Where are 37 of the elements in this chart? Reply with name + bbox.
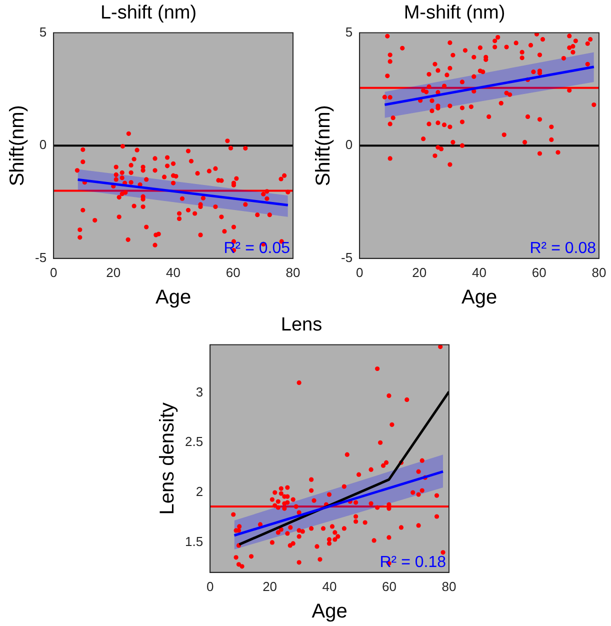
annotation: R² = 0.08: [530, 240, 596, 257]
y-axis-title: Shift(nm): [6, 105, 29, 186]
x-tick-label: 20: [262, 578, 278, 594]
y-tick-label: -5: [340, 250, 353, 265]
x-tick-label: 60: [532, 264, 546, 280]
x-tick-label: 80: [286, 264, 300, 280]
y-tick-label: 0: [345, 137, 353, 152]
x-tick-label: 40: [472, 264, 487, 280]
x-tick-label: 0: [356, 264, 364, 280]
chart-title: M-shift (nm): [404, 2, 506, 24]
x-axis-title: Age: [461, 286, 498, 309]
y-axis-title: Shift(nm): [312, 105, 335, 186]
x-tick-label: 0: [50, 264, 58, 280]
x-tick-label: 60: [226, 264, 240, 280]
annotation: R² = 0.05: [224, 240, 290, 257]
y-tick-label: 5: [39, 24, 47, 40]
chart-title: Lens: [280, 314, 322, 336]
y-tick-label: -5: [34, 250, 47, 265]
annotation: R² = 0.18: [380, 554, 446, 571]
x-axis-title: Age: [155, 286, 192, 309]
x-tick-label: 40: [322, 578, 337, 594]
y-tick-label: 3: [196, 384, 204, 400]
y-axis-title: Lens density: [156, 402, 179, 515]
y-tick-label: 0: [39, 137, 47, 152]
x-tick-label: 80: [442, 578, 456, 594]
x-tick-label: 0: [206, 578, 214, 594]
y-tick-label: 5: [345, 24, 353, 40]
y-tick-label: 1.5: [184, 534, 204, 550]
x-tick-label: 40: [166, 264, 181, 280]
x-tick-label: 80: [592, 264, 606, 280]
x-axis-title: Age: [312, 600, 348, 623]
chart-title: L-shift (nm): [100, 2, 197, 24]
y-tick-label: 2: [196, 484, 204, 500]
x-tick-label: 20: [412, 264, 427, 280]
y-tick-label: 2.5: [184, 434, 204, 450]
x-tick-label: 20: [106, 264, 121, 280]
x-tick-label: 60: [382, 578, 396, 594]
